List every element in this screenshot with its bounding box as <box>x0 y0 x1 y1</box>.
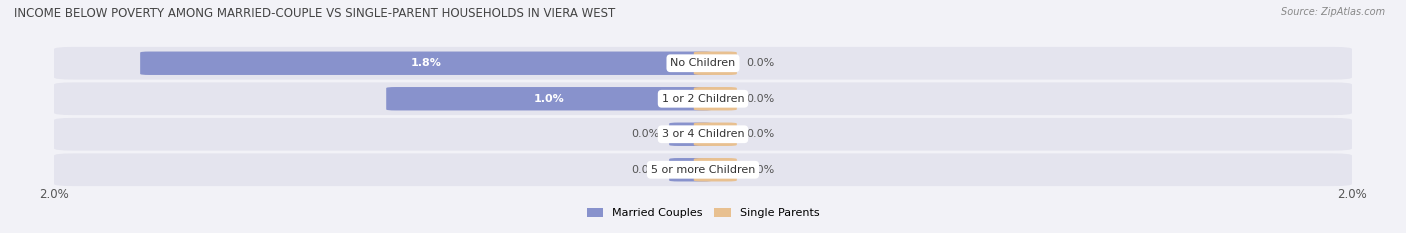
Text: INCOME BELOW POVERTY AMONG MARRIED-COUPLE VS SINGLE-PARENT HOUSEHOLDS IN VIERA W: INCOME BELOW POVERTY AMONG MARRIED-COUPL… <box>14 7 616 20</box>
FancyBboxPatch shape <box>53 118 1353 151</box>
FancyBboxPatch shape <box>669 123 713 146</box>
FancyBboxPatch shape <box>53 47 1353 80</box>
Text: 0.0%: 0.0% <box>747 58 775 68</box>
Text: No Children: No Children <box>671 58 735 68</box>
Text: 0.0%: 0.0% <box>631 129 659 139</box>
Text: 0.0%: 0.0% <box>631 165 659 175</box>
Text: 5 or more Children: 5 or more Children <box>651 165 755 175</box>
FancyBboxPatch shape <box>53 153 1353 186</box>
Text: 0.0%: 0.0% <box>747 165 775 175</box>
Text: 0.0%: 0.0% <box>747 129 775 139</box>
Legend: Married Couples, Single Parents: Married Couples, Single Parents <box>586 208 820 218</box>
Text: 1.0%: 1.0% <box>534 94 565 104</box>
Text: 1.8%: 1.8% <box>411 58 441 68</box>
Text: 1 or 2 Children: 1 or 2 Children <box>662 94 744 104</box>
FancyBboxPatch shape <box>387 87 713 110</box>
Text: 0.0%: 0.0% <box>747 94 775 104</box>
FancyBboxPatch shape <box>141 51 713 75</box>
FancyBboxPatch shape <box>693 123 737 146</box>
Text: 2.0%: 2.0% <box>38 188 69 201</box>
FancyBboxPatch shape <box>53 82 1353 115</box>
Text: Source: ZipAtlas.com: Source: ZipAtlas.com <box>1281 7 1385 17</box>
FancyBboxPatch shape <box>693 51 737 75</box>
FancyBboxPatch shape <box>669 158 713 182</box>
FancyBboxPatch shape <box>693 158 737 182</box>
FancyBboxPatch shape <box>693 87 737 110</box>
Text: 3 or 4 Children: 3 or 4 Children <box>662 129 744 139</box>
Text: 2.0%: 2.0% <box>1337 188 1367 201</box>
